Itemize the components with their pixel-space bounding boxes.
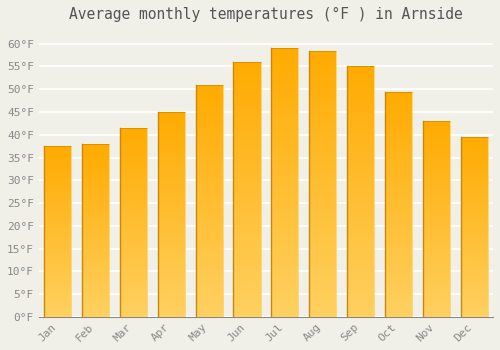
Bar — [309, 50, 336, 317]
Bar — [44, 146, 72, 317]
Bar — [196, 85, 223, 317]
Bar — [460, 137, 488, 317]
Bar — [347, 66, 374, 317]
Bar — [82, 144, 109, 317]
Bar — [422, 121, 450, 317]
Bar — [385, 91, 412, 317]
Title: Average monthly temperatures (°F ) in Arnside: Average monthly temperatures (°F ) in Ar… — [69, 7, 463, 22]
Bar — [271, 48, 298, 317]
Bar — [120, 128, 147, 317]
Bar — [234, 62, 260, 317]
Bar — [158, 112, 185, 317]
